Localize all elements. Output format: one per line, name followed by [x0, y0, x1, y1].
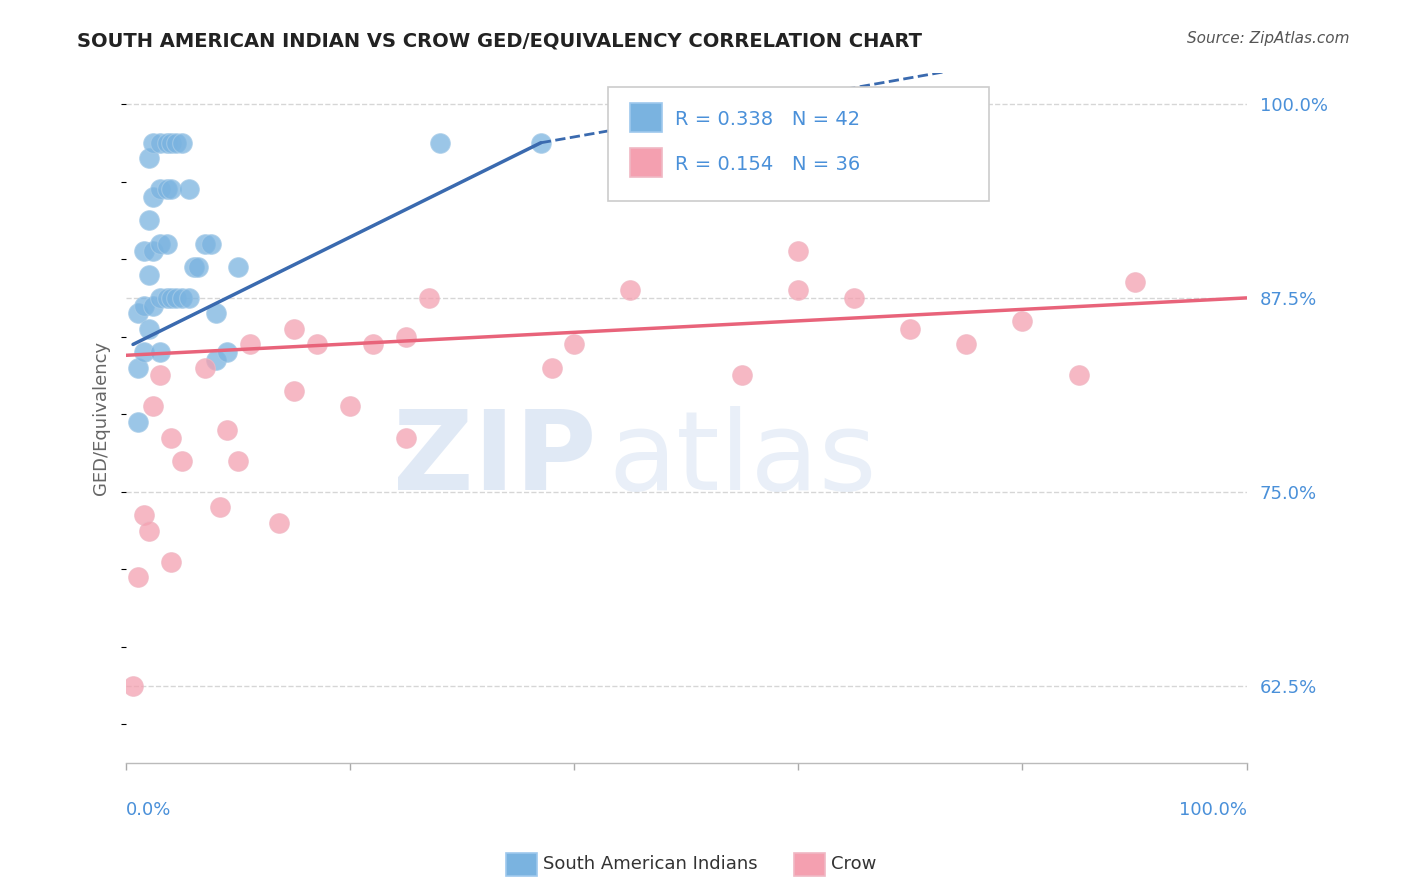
Text: Crow: Crow — [831, 855, 876, 873]
Point — [160, 291, 183, 305]
Point — [541, 360, 564, 375]
Point — [205, 306, 228, 320]
Text: Source: ZipAtlas.com: Source: ZipAtlas.com — [1187, 31, 1350, 46]
Point — [149, 368, 172, 383]
Point — [172, 136, 194, 150]
Point — [142, 136, 165, 150]
Point — [228, 454, 250, 468]
Point — [205, 353, 228, 368]
Point — [1123, 276, 1146, 290]
Point — [156, 291, 179, 305]
Point — [138, 213, 160, 227]
Point — [156, 236, 179, 251]
Point — [134, 508, 156, 522]
Text: atlas: atlas — [607, 406, 876, 513]
Point — [361, 337, 384, 351]
Point — [127, 570, 149, 584]
Point — [149, 136, 172, 150]
Y-axis label: GED/Equivalency: GED/Equivalency — [93, 341, 110, 495]
Text: 0.0%: 0.0% — [127, 801, 172, 819]
Point — [508, 857, 530, 871]
Point — [127, 360, 149, 375]
Point — [127, 306, 149, 320]
Point — [138, 524, 160, 538]
Point — [149, 291, 172, 305]
Point — [209, 500, 232, 515]
Point — [787, 283, 810, 297]
Point — [134, 244, 156, 259]
Point — [149, 182, 172, 196]
Text: R = 0.154   N = 36: R = 0.154 N = 36 — [675, 155, 860, 174]
Point — [183, 260, 205, 274]
FancyBboxPatch shape — [607, 87, 988, 201]
Point — [530, 136, 553, 150]
Point — [122, 679, 145, 693]
Point — [138, 151, 160, 165]
Point — [217, 423, 239, 437]
Point — [160, 136, 183, 150]
Point — [1011, 314, 1033, 328]
Point — [160, 430, 183, 444]
Point — [165, 136, 187, 150]
Point — [787, 244, 810, 259]
Point — [177, 291, 200, 305]
Point — [187, 260, 209, 274]
Point — [429, 136, 451, 150]
Point — [395, 329, 418, 343]
Point — [228, 260, 250, 274]
Point — [138, 268, 160, 282]
Point — [418, 291, 440, 305]
Point — [138, 322, 160, 336]
Point — [267, 516, 290, 530]
Point — [156, 182, 179, 196]
Point — [305, 337, 328, 351]
Point — [731, 368, 754, 383]
Point — [172, 291, 194, 305]
Text: ZIP: ZIP — [394, 406, 596, 513]
Point — [238, 337, 260, 351]
Point — [177, 182, 200, 196]
Point — [1067, 368, 1090, 383]
Text: South American Indians: South American Indians — [543, 855, 758, 873]
Text: 100.0%: 100.0% — [1178, 801, 1247, 819]
Point — [200, 236, 222, 251]
Point — [395, 430, 418, 444]
Point — [142, 299, 165, 313]
Text: SOUTH AMERICAN INDIAN VS CROW GED/EQUIVALENCY CORRELATION CHART: SOUTH AMERICAN INDIAN VS CROW GED/EQUIVA… — [77, 31, 922, 50]
Point — [149, 236, 172, 251]
FancyBboxPatch shape — [630, 103, 662, 132]
Point — [194, 236, 217, 251]
Point — [142, 400, 165, 414]
Point — [339, 400, 361, 414]
Point — [160, 555, 183, 569]
Point — [134, 345, 156, 359]
Point — [844, 291, 866, 305]
Point — [127, 415, 149, 429]
Point — [165, 291, 187, 305]
Point — [134, 299, 156, 313]
Point — [142, 244, 165, 259]
Point — [217, 345, 239, 359]
Text: R = 0.338   N = 42: R = 0.338 N = 42 — [675, 111, 860, 129]
Point — [619, 283, 641, 297]
Point — [194, 360, 217, 375]
FancyBboxPatch shape — [630, 147, 662, 177]
Point — [283, 384, 305, 398]
Point — [160, 182, 183, 196]
Point — [172, 454, 194, 468]
Point — [149, 345, 172, 359]
Point — [142, 190, 165, 204]
Point — [955, 337, 977, 351]
Point — [156, 136, 179, 150]
Point — [283, 322, 305, 336]
Point — [564, 337, 586, 351]
Point — [900, 322, 922, 336]
